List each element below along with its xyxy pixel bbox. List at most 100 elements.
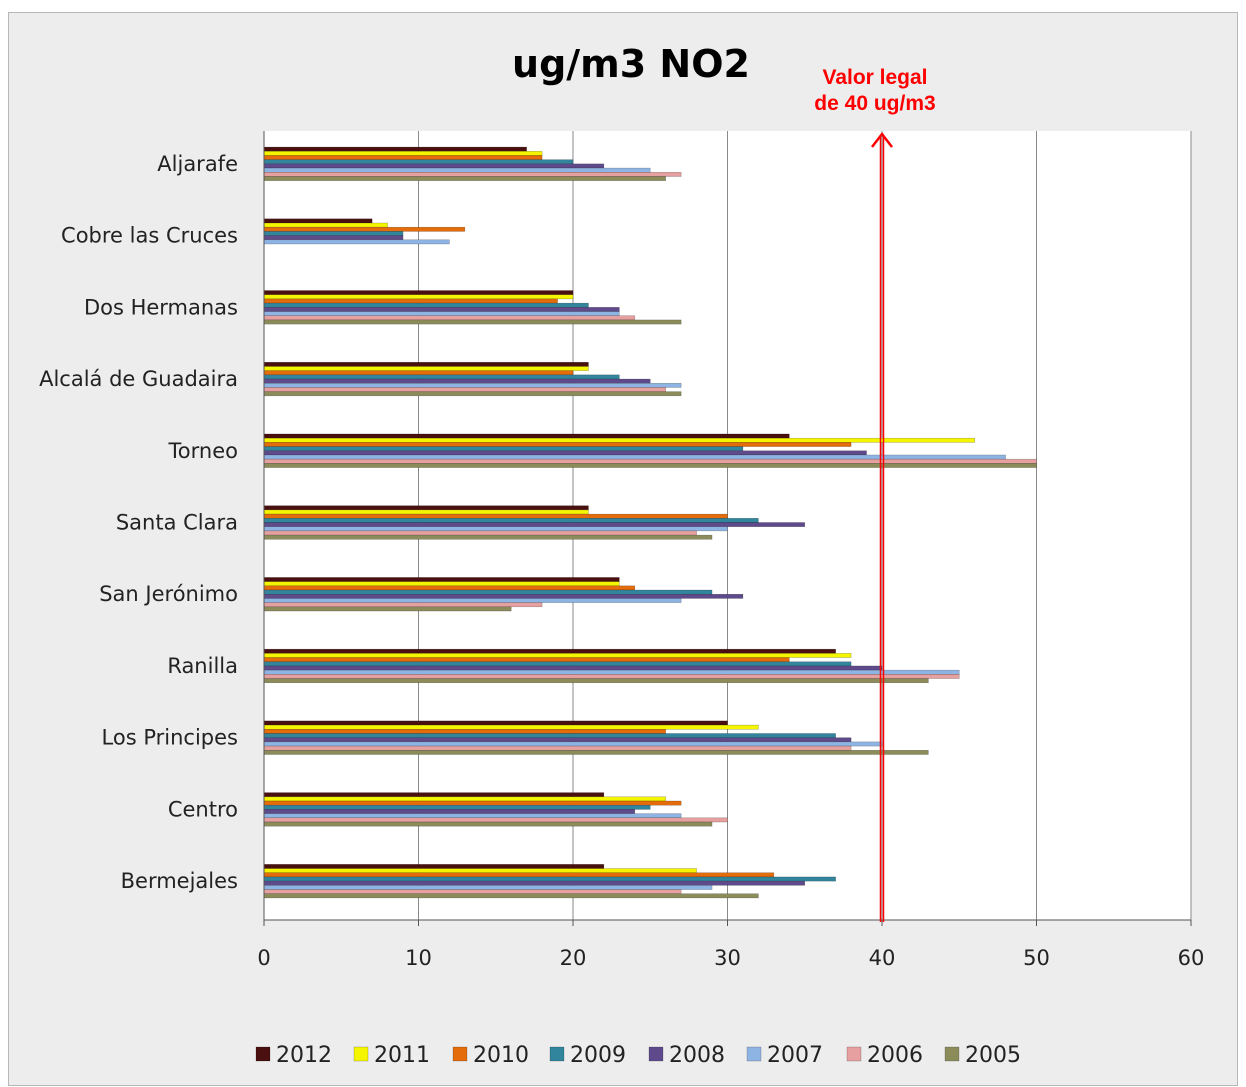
bar-2007 [263,598,682,603]
bar-2010 [263,442,852,447]
bar-2007 [263,885,713,890]
bar-2005 [263,606,512,612]
axes [263,131,1192,926]
bar-2009 [263,661,852,667]
category-label: Santa Clara [116,511,238,535]
category-label: Alcalá de Guadaira [39,367,238,391]
x-tick-label: 0 [257,946,270,970]
category-label: Los Principes [102,726,238,750]
bar-2012 [263,433,790,439]
bar-2010 [263,872,775,878]
bar-2012 [263,146,527,152]
bar-2007 [263,741,883,747]
category-label: Bermejales [121,869,238,893]
bar-2005 [263,893,759,899]
bar-2009 [263,876,836,882]
x-tick-label: 20 [560,946,587,970]
bar-2009 [263,302,589,308]
bar-2010 [263,657,790,663]
bar-2008 [263,163,605,169]
bar-2010 [263,800,682,806]
bar-2009 [263,374,620,380]
bar-2009 [263,518,759,523]
bar-2008 [263,880,805,886]
bar-2011 [263,151,543,156]
bar-2008 [263,235,404,241]
category-labels: Aljarafe Cobre las Cruces Dos Hermanas Alca… [39,152,238,893]
bar-2011 [263,724,759,730]
bar-2008 [263,737,852,743]
bar-2009 [263,589,713,595]
bar-2012 [263,218,373,224]
bar-2007 [263,669,960,675]
bar-2009 [263,804,651,810]
bar-2008 [263,665,883,671]
bar-2008 [263,522,805,527]
bar-2006 [263,889,682,894]
bar-2009 [263,159,574,165]
bar-2006 [263,817,728,823]
bar-2008 [263,378,651,384]
bar-2010 [263,513,728,519]
bar-2011 [263,653,852,658]
bar-2006 [263,602,543,608]
legend-label-2010: 2010 [473,1043,529,1068]
legend-label-2008: 2008 [669,1043,725,1068]
legend: 2012 2011 2010 2009 2008 2007 2006 2005 [255,1043,1021,1068]
legend-swatch-2012 [255,1046,271,1062]
bar-2011 [263,509,589,515]
legend-swatch-2008 [648,1046,664,1062]
annotation-line-1: Valor legal [822,66,927,89]
chart-area: ug/m3 NO2 Aljarafe Cobre las Cruces Dos He… [8,12,1238,1086]
bar-2007 [263,382,682,388]
bar-2012 [263,792,605,798]
category-label: Centro [168,797,238,821]
legend-label-2011: 2011 [374,1043,430,1068]
bar-2007 [263,813,682,819]
chart-title: ug/m3 NO2 [512,42,750,86]
x-tick-label: 30 [714,946,741,970]
legend-swatch-2005 [944,1046,960,1062]
bar-2007 [263,167,651,173]
bar-2008 [263,450,867,456]
chart-svg: ug/m3 NO2 Aljarafe Cobre las Cruces Dos He… [39,42,1204,1068]
bar-2005 [263,750,929,755]
bar-2005 [263,678,929,684]
limit-arrow-head [871,131,893,148]
bar-2012 [263,648,836,654]
bar-2007 [263,454,1006,460]
x-tick-label: 10 [405,946,432,970]
bar-2010 [263,585,636,591]
bar-2012 [263,361,589,367]
bar-2006 [263,458,1037,464]
bar-2007 [263,239,450,245]
bar-2005 [263,463,1037,468]
category-label: Aljarafe [157,152,238,176]
legend-swatch-2010 [452,1046,468,1062]
category-label: Dos Hermanas [84,295,238,319]
x-tick-labels: 0 10 20 30 40 50 60 [257,946,1204,970]
bar-2005 [263,534,713,540]
x-tick-label: 50 [1023,946,1050,970]
legend-label-2007: 2007 [767,1043,823,1068]
bar-2010 [263,155,543,160]
category-label: Cobre las Cruces [61,224,238,248]
bar-2006 [263,315,636,321]
x-tick-label: 60 [1178,946,1205,970]
bar-2012 [263,290,574,295]
bar-2006 [263,674,960,679]
bar-2010 [263,370,574,376]
legend-swatch-2009 [549,1046,565,1062]
bar-2006 [263,387,666,392]
x-tick-label: 40 [869,946,896,970]
bar-2008 [263,307,620,312]
bar-2011 [263,294,574,300]
bar-2005 [263,319,682,325]
bar-2009 [263,446,744,452]
bar-2008 [263,809,636,814]
bar-2012 [263,505,589,511]
bar-2012 [263,864,605,869]
bar-2009 [263,733,836,738]
bar-2008 [263,593,744,599]
bar-2005 [263,176,666,181]
